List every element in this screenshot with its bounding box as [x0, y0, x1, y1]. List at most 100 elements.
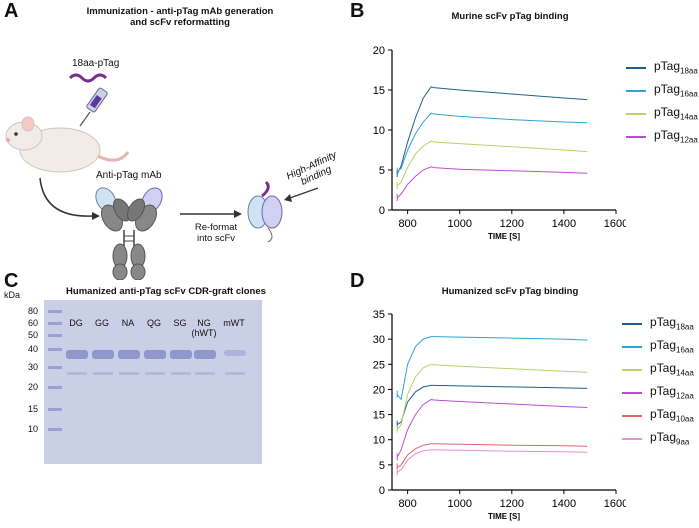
legend-label: pTag16aa [654, 82, 698, 98]
y-tick-label: 30 [373, 334, 385, 346]
marker-band [48, 428, 62, 431]
legend-swatch [622, 437, 642, 440]
lane-sublabel: (hWT) [191, 328, 217, 338]
lane-label: NA [110, 318, 146, 328]
y-tick-label: 15 [373, 410, 385, 422]
gel-band-minor [93, 372, 113, 375]
gel-band-main [224, 350, 246, 356]
series-line-ptag-14aa [396, 140, 588, 187]
marker-label: 50 [27, 330, 38, 340]
marker-label: 40 [27, 344, 38, 354]
gel-band-main [92, 350, 114, 359]
gel-band-minor [225, 372, 245, 375]
x-axis-label: TIME [S] [488, 512, 520, 521]
legend-label-subscript: 9aa [676, 437, 690, 447]
lane-label-text: mWT [223, 318, 245, 328]
legend-item-ptag-16aa: pTag16aa [626, 79, 698, 102]
kda-label: kDa [4, 290, 21, 300]
lane-label-text: DG [69, 318, 83, 328]
gel-band-main [170, 350, 192, 359]
lane-label: DG [58, 318, 94, 328]
legend-item-ptag-10aa: pTag10aa [622, 404, 694, 427]
gel-title: Humanized anti-pTag scFv CDR-graft clone… [66, 286, 266, 297]
legend-label: pTag16aa [650, 338, 694, 354]
chart-b-legend: pTag18aa pTag16aa pTag14aa pTag12aa [626, 56, 698, 148]
x-tick-label: 1000 [447, 498, 471, 510]
marker-label: 60 [27, 318, 38, 328]
mab-label: Anti-pTag mAb [96, 170, 162, 181]
mouse-icon [5, 116, 130, 173]
x-tick-label: 1400 [552, 218, 576, 230]
y-tick-label: 10 [373, 125, 385, 137]
gel-band-main [66, 350, 88, 359]
series-line-ptag-12aa [396, 166, 588, 199]
x-tick-label: 1600 [604, 498, 626, 510]
gel-band-main [144, 350, 166, 359]
chart-d: 0 5 10 15 20 25 30 35 800 1000 1200 1400 1600 TIME [S… [373, 309, 626, 521]
marker-band [48, 322, 62, 325]
marker-label: 10 [27, 424, 38, 434]
y-tick-label: 5 [379, 165, 385, 177]
series-line-ptag-18aa [396, 384, 588, 426]
legend-label-subscript: 14aa [680, 112, 698, 122]
chart-b-title: Murine scFv pTag binding [451, 11, 569, 22]
legend-item-ptag-12aa: pTag12aa [622, 381, 694, 404]
marker-label: 30 [27, 362, 38, 372]
legend-label: pTag14aa [650, 361, 694, 377]
y-tick-label: 20 [373, 384, 385, 396]
legend-item-ptag-9aa: pTag9aa [622, 427, 694, 450]
legend-label-name: pTag [650, 315, 677, 330]
panel-c-letter: C [4, 270, 19, 292]
lane-label: NG (hWT) [186, 318, 222, 338]
x-tick-label: 800 [398, 218, 416, 230]
marker-band [48, 386, 62, 389]
gel-image [44, 300, 262, 464]
legend-label-subscript: 18aa [676, 322, 694, 332]
affinity-arrow-icon [289, 187, 319, 199]
y-tick-label: 0 [379, 205, 385, 217]
legend-label: pTag12aa [654, 128, 698, 144]
legend-swatch [626, 112, 646, 115]
gel-band-minor [145, 372, 165, 375]
legend-label-name: pTag [654, 82, 681, 97]
panel-a-illustration [5, 73, 319, 280]
legend-label-name: pTag [654, 59, 681, 74]
syringe-icon [79, 87, 108, 127]
arrow-mouse-to-mab-icon [39, 177, 93, 217]
chart-d-title: Humanized scFv pTag binding [441, 286, 579, 297]
series-line-ptag-16aa [396, 336, 588, 401]
legend-swatch [622, 345, 642, 348]
antibody-icon [95, 187, 163, 280]
legend-label: pTag18aa [650, 315, 694, 331]
chart-d-legend: pTag18aa pTag16aa pTag14aa pTag12aa pTag10aa… [622, 312, 694, 450]
lane-label: mWT [216, 318, 252, 328]
legend-label-name: pTag [650, 384, 677, 399]
legend-label: pTag9aa [650, 430, 689, 446]
legend-label-subscript: 14aa [676, 368, 694, 378]
lane-label-text: QG [146, 318, 161, 328]
series-line-ptag-16aa [396, 112, 588, 172]
gel-svg [44, 300, 262, 464]
legend-swatch [626, 66, 646, 69]
marker-band [48, 366, 62, 369]
legend-item-ptag-18aa: pTag18aa [626, 56, 698, 79]
legend-item-ptag-14aa: pTag14aa [626, 102, 698, 125]
panel-a-title-line1: Immunization - anti-pTag mAb generation [86, 6, 274, 17]
gel-band-main [118, 350, 140, 359]
legend-label-subscript: 10aa [676, 414, 694, 424]
gel-band-minor [67, 372, 87, 375]
x-tick-label: 1400 [552, 498, 576, 510]
y-tick-label: 20 [373, 45, 385, 57]
legend-label: pTag18aa [654, 59, 698, 75]
gel-band-minor [195, 372, 215, 375]
reformat-label: Re-format into scFv [186, 222, 246, 244]
legend-item-ptag-16aa: pTag16aa [622, 335, 694, 358]
y-tick-label: 0 [379, 485, 385, 497]
reformat-line1: Re-format [194, 222, 238, 233]
legend-label-name: pTag [654, 105, 681, 120]
x-tick-label: 800 [398, 498, 416, 510]
legend-label-subscript: 18aa [680, 66, 698, 76]
marker-label: 15 [27, 404, 38, 414]
gel-band-main [194, 350, 216, 359]
marker-band [48, 334, 62, 337]
